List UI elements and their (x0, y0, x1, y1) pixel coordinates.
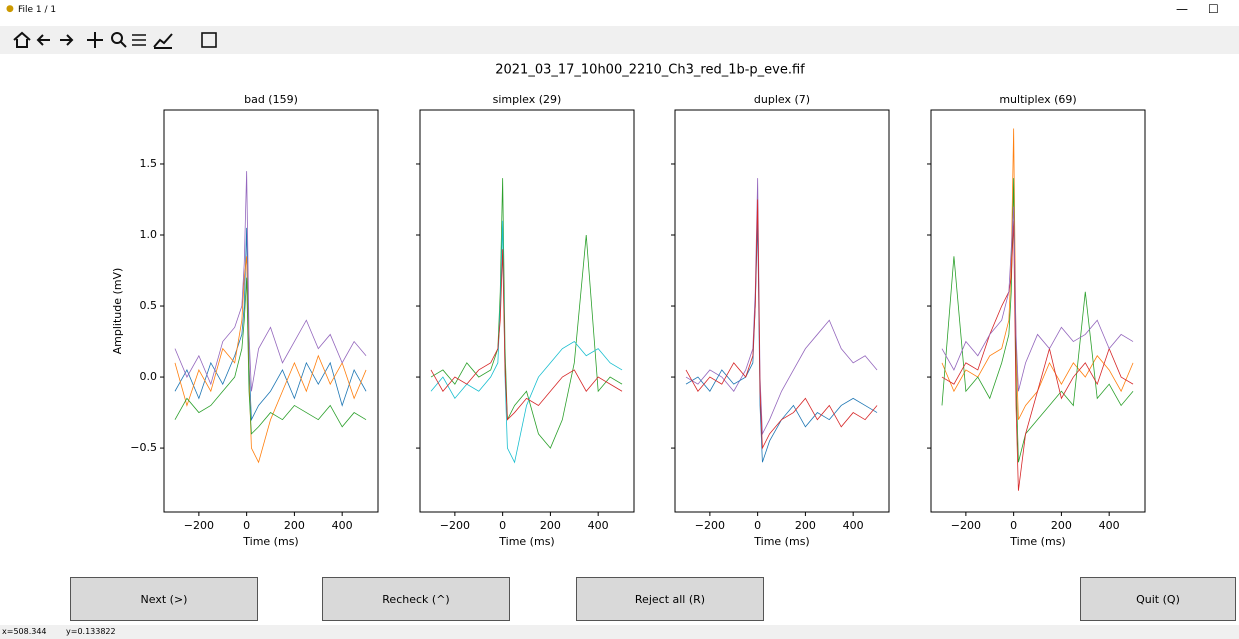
x-tick-label: 400 (1099, 519, 1120, 532)
trace-line (174, 227, 367, 422)
y-tick-label: 0.5 (140, 299, 158, 312)
window-title: File 1 / 1 (18, 5, 57, 15)
x-tick-label: 0 (243, 519, 250, 532)
axes-frame (419, 109, 635, 513)
x-tick-label: −200 (440, 519, 470, 532)
panel-title: multiplex (69) (999, 93, 1076, 106)
x-tick-label: 200 (540, 519, 561, 532)
status-bar: x=508.344 y=0.133822 (0, 625, 1239, 639)
x-axis-label: Time (ms) (753, 535, 809, 548)
figure: 2021_03_17_10h00_2210_Ch3_red_1b-p_eve.f… (111, 63, 1146, 548)
minimize-button[interactable]: — (1176, 2, 1188, 16)
toolbar-icons (13, 31, 217, 49)
panel-title: simplex (29) (493, 93, 562, 106)
trace-line (685, 178, 878, 436)
home-icon[interactable] (13, 31, 31, 48)
trace-line (941, 206, 1134, 392)
y-tick-label: 1.0 (140, 228, 158, 241)
x-tick-label: 400 (588, 519, 609, 532)
figure-title: 2021_03_17_10h00_2210_Ch3_red_1b-p_eve.f… (495, 63, 805, 78)
toolbar (0, 26, 1239, 54)
x-tick-label: 0 (754, 519, 761, 532)
x-tick-label: 400 (843, 519, 864, 532)
trace-line (685, 199, 878, 450)
configure-icon[interactable] (132, 34, 146, 46)
y-axis-label: Amplitude (mV) (111, 268, 124, 355)
trace-line (941, 128, 1134, 420)
x-tick-label: 0 (499, 519, 506, 532)
trace-line (430, 249, 623, 421)
trace-line (941, 178, 1134, 463)
axes-frame (674, 109, 890, 513)
y-tick-label: −0.5 (130, 441, 157, 454)
x-axis-label: Time (ms) (1009, 535, 1065, 548)
trace-line (430, 220, 623, 464)
panel-title: duplex (7) (754, 93, 810, 106)
recheck-button[interactable]: Recheck (^) (322, 577, 510, 621)
x-axis-label: Time (ms) (242, 535, 298, 548)
zoom-icon[interactable] (111, 32, 123, 44)
zoom-handle (120, 41, 127, 48)
x-tick-label: 200 (795, 519, 816, 532)
x-tick-label: 400 (332, 519, 353, 532)
trace-line (941, 220, 1134, 491)
back-icon[interactable] (36, 34, 50, 46)
next-button[interactable]: Next (>) (70, 577, 258, 621)
trace-line (174, 171, 367, 392)
reject-all-button[interactable]: Reject all (R) (576, 577, 764, 621)
x-tick-label: −200 (184, 519, 214, 532)
axes-frame (930, 109, 1146, 513)
x-tick-label: −200 (695, 519, 725, 532)
x-tick-label: 200 (1051, 519, 1072, 532)
x-tick-label: −200 (951, 519, 981, 532)
status-x: x=508.344 (2, 627, 47, 636)
forward-icon[interactable] (60, 34, 74, 46)
y-tick-label: 0.0 (140, 370, 158, 383)
axes-frame (163, 109, 379, 513)
quit-button[interactable]: Quit (Q) (1080, 577, 1236, 621)
title-bar: ● File 1 / 1 — ☐ (0, 0, 1239, 22)
trace-line (174, 277, 367, 435)
pan-icon[interactable] (87, 32, 103, 48)
x-tick-label: 0 (1010, 519, 1017, 532)
trace-line (430, 178, 623, 449)
x-tick-label: 200 (284, 519, 305, 532)
panel-title: bad (159) (244, 93, 298, 106)
status-y: y=0.133822 (66, 627, 116, 636)
app-icon: ● (6, 4, 14, 14)
save-icon[interactable] (201, 32, 217, 48)
x-axis-label: Time (ms) (498, 535, 554, 548)
maximize-button[interactable]: ☐ (1208, 2, 1219, 16)
axes-icon[interactable] (153, 33, 173, 49)
trace-line (174, 256, 367, 464)
trace-line (685, 220, 878, 463)
y-tick-label: 1.5 (140, 157, 158, 170)
